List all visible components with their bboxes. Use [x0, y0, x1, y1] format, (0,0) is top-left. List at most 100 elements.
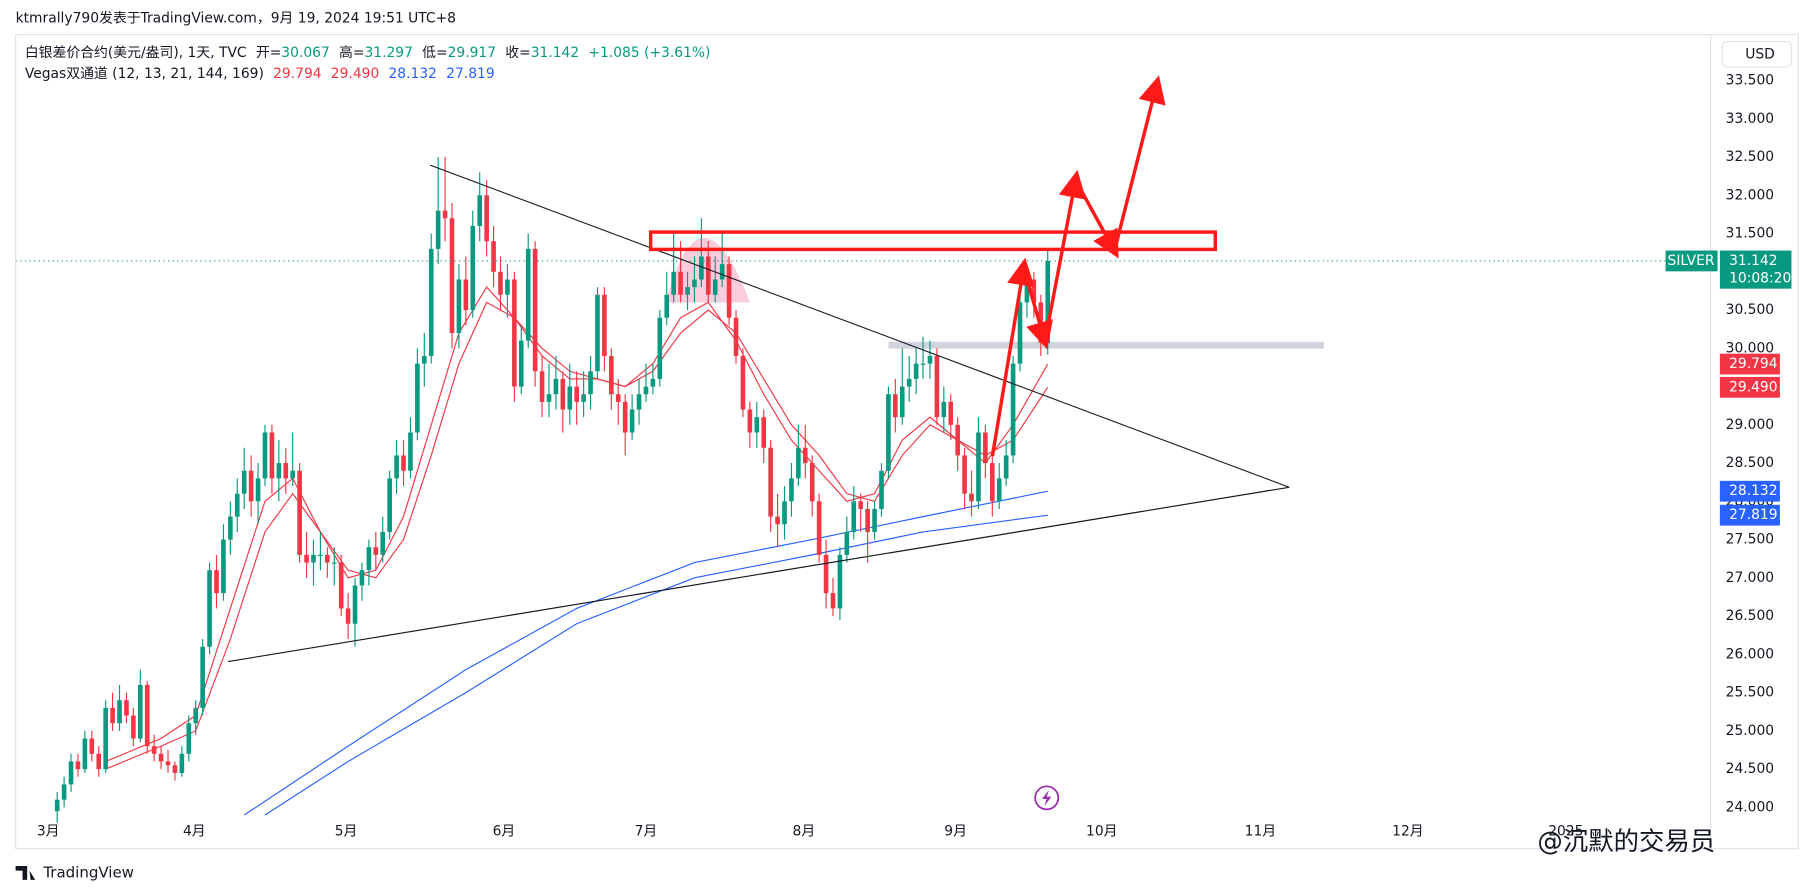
candle-body	[1045, 260, 1051, 344]
candle-body	[345, 608, 351, 624]
candle-body	[470, 225, 476, 311]
x-tick-label: 4月	[183, 823, 206, 839]
candle-body	[609, 355, 614, 395]
trend-line-upper	[429, 164, 1290, 488]
candle-body	[740, 355, 746, 410]
x-tick-label: 8月	[793, 823, 816, 839]
candle-body	[179, 753, 185, 773]
candle-body	[962, 455, 967, 494]
ticker: SILVER	[1668, 253, 1715, 269]
indicator-badge	[1719, 480, 1780, 502]
pane-frame	[15, 34, 1799, 850]
candle-body	[1010, 363, 1016, 456]
candle-body	[615, 394, 621, 402]
x-tick-label: 2025	[1548, 823, 1583, 839]
candle-body	[290, 470, 296, 479]
candle-body	[906, 378, 912, 387]
candle-body	[297, 470, 302, 555]
candle-body	[318, 554, 323, 557]
watermark: @沉默的交易员	[1537, 826, 1715, 856]
x-tick-label: 9月	[944, 823, 967, 839]
ohlc-value: 31.297	[364, 45, 412, 61]
y-tick-label: 30.000	[1726, 340, 1774, 356]
candle-body	[415, 363, 420, 433]
footer: TradingView	[42, 863, 134, 881]
candle-body	[699, 256, 704, 280]
candle-body	[89, 738, 95, 754]
indicator-badge	[1719, 376, 1780, 398]
candle-body	[546, 394, 552, 402]
x-tick-label: 5月	[335, 823, 358, 839]
candle-body	[983, 432, 988, 464]
y-tick-label: 33.000	[1726, 111, 1774, 127]
resistance-box	[648, 230, 1218, 252]
y-tick-label: 29.000	[1726, 417, 1774, 433]
candle-body	[872, 508, 877, 532]
candle-body	[844, 531, 850, 555]
candle-body	[712, 279, 718, 295]
candle-body	[782, 501, 787, 525]
arrow	[990, 257, 1035, 457]
candle-body	[622, 401, 628, 433]
indicator-line	[243, 490, 1048, 816]
candle-body	[969, 493, 974, 502]
candle-body	[200, 646, 205, 708]
candle-body	[643, 386, 649, 395]
candle-body	[228, 516, 233, 540]
candle-body	[75, 761, 81, 770]
candle-body	[705, 256, 711, 295]
plot	[15, 157, 1711, 823]
candle-body	[366, 547, 372, 571]
candle-body	[165, 761, 171, 766]
candle-body	[255, 478, 261, 502]
last-price: 31.142	[1729, 253, 1777, 269]
indicator-label: Vegas双通道 (12, 13, 21, 144, 169)	[25, 66, 264, 82]
arrow	[1074, 179, 1119, 259]
candle-body	[262, 432, 268, 479]
y-tick-label: 27.500	[1726, 532, 1774, 548]
candle-body	[775, 516, 780, 525]
candle-body	[664, 294, 670, 318]
candle-body	[401, 455, 406, 471]
arrow	[1021, 267, 1053, 350]
y-tick-label: 32.500	[1726, 149, 1774, 165]
candle-body	[54, 799, 60, 812]
countdown: 10:08:20	[1729, 270, 1791, 286]
candle-body	[657, 317, 663, 379]
candle-body	[68, 761, 74, 785]
event-icon-bolt	[1042, 789, 1052, 806]
y-tick-label: 32.000	[1726, 187, 1774, 203]
candle-body	[491, 241, 496, 272]
author-line: ktmrally790发表于TradingView.com，9月 19, 202…	[16, 10, 456, 26]
y-tick-label: 28.500	[1726, 455, 1774, 471]
x-tick-label: 3月	[37, 823, 60, 839]
candle-body	[428, 248, 434, 356]
candle-body	[816, 501, 822, 555]
candle-body	[144, 684, 150, 747]
indicator-value: 29.794	[273, 66, 322, 82]
candle-body	[442, 210, 448, 219]
candle-body	[941, 401, 947, 418]
candle-body	[719, 264, 725, 280]
candle-body	[131, 715, 136, 739]
indicator-badge-label: 29.794	[1729, 356, 1778, 372]
y-tick-label: 33.500	[1726, 73, 1774, 89]
candle-body	[636, 394, 642, 410]
currency-box[interactable]	[1721, 40, 1793, 68]
candle-body	[685, 287, 690, 295]
candle-body	[899, 386, 905, 418]
arrow	[1112, 75, 1166, 255]
legend-ohlc: 白银差价合约(美元/盎司), 1天, TVC 开=30.067 高=31.297 低=…	[25, 44, 711, 61]
candle-body	[747, 409, 753, 433]
candle-body	[408, 432, 413, 471]
ohlc-label: 开=	[256, 45, 281, 61]
candle-body	[789, 478, 794, 502]
y-tick-label: 24.500	[1726, 761, 1774, 777]
candle-body	[61, 784, 67, 800]
x-tick-label: 7月	[635, 823, 658, 839]
candle-body	[976, 432, 981, 502]
candle-body	[886, 394, 891, 471]
candle-body	[331, 562, 337, 564]
